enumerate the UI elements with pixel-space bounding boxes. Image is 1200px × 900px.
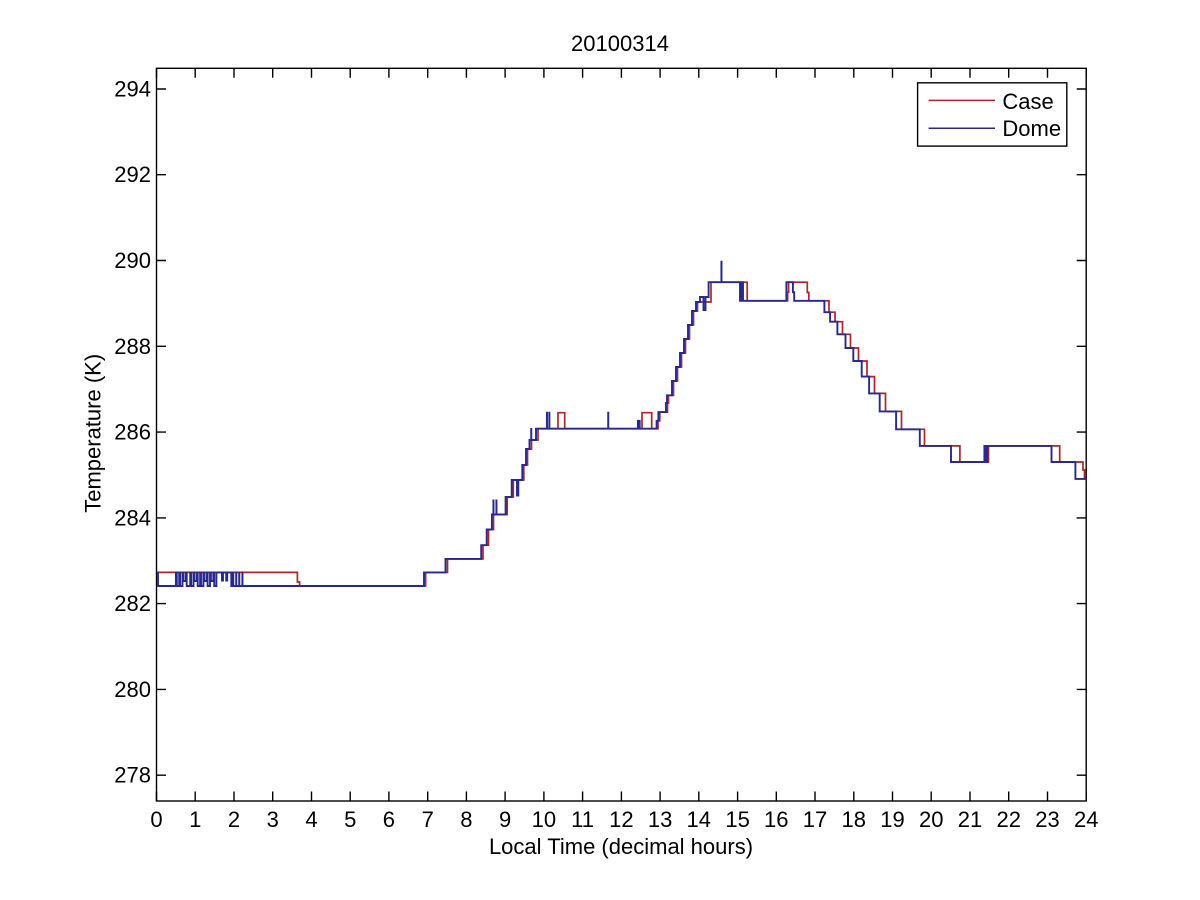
svg-text:11: 11 [571,807,594,832]
svg-text:8: 8 [460,807,472,832]
svg-text:18: 18 [842,807,866,832]
svg-text:21: 21 [958,807,982,832]
svg-text:282: 282 [114,591,151,616]
svg-text:294: 294 [114,77,151,102]
svg-text:20: 20 [919,807,943,832]
svg-text:1: 1 [189,807,201,832]
svg-text:22: 22 [996,807,1020,832]
svg-text:5: 5 [344,807,356,832]
svg-text:17: 17 [803,807,827,832]
svg-text:Temperature (K): Temperature (K) [80,354,105,513]
svg-text:16: 16 [764,807,788,832]
svg-text:7: 7 [422,807,434,832]
svg-text:20100314: 20100314 [571,31,669,56]
svg-text:290: 290 [114,248,151,273]
svg-text:Dome: Dome [1002,116,1061,141]
svg-text:19: 19 [880,807,904,832]
svg-text:288: 288 [114,334,151,359]
svg-text:0: 0 [150,807,162,832]
svg-text:9: 9 [499,807,511,832]
svg-text:4: 4 [305,807,317,832]
svg-text:6: 6 [383,807,395,832]
svg-text:280: 280 [114,677,151,702]
svg-text:284: 284 [114,505,151,530]
svg-text:278: 278 [114,763,151,788]
svg-text:13: 13 [648,807,672,832]
svg-text:24: 24 [1074,807,1098,832]
svg-text:286: 286 [114,420,151,445]
svg-text:23: 23 [1035,807,1059,832]
svg-text:10: 10 [532,807,556,832]
svg-text:3: 3 [267,807,279,832]
svg-text:12: 12 [609,807,633,832]
svg-text:Local Time (decimal hours): Local Time (decimal hours) [489,834,753,859]
svg-text:2: 2 [228,807,240,832]
svg-text:14: 14 [687,807,711,832]
svg-text:292: 292 [114,162,151,187]
svg-text:15: 15 [725,807,749,832]
svg-text:Case: Case [1002,89,1053,114]
